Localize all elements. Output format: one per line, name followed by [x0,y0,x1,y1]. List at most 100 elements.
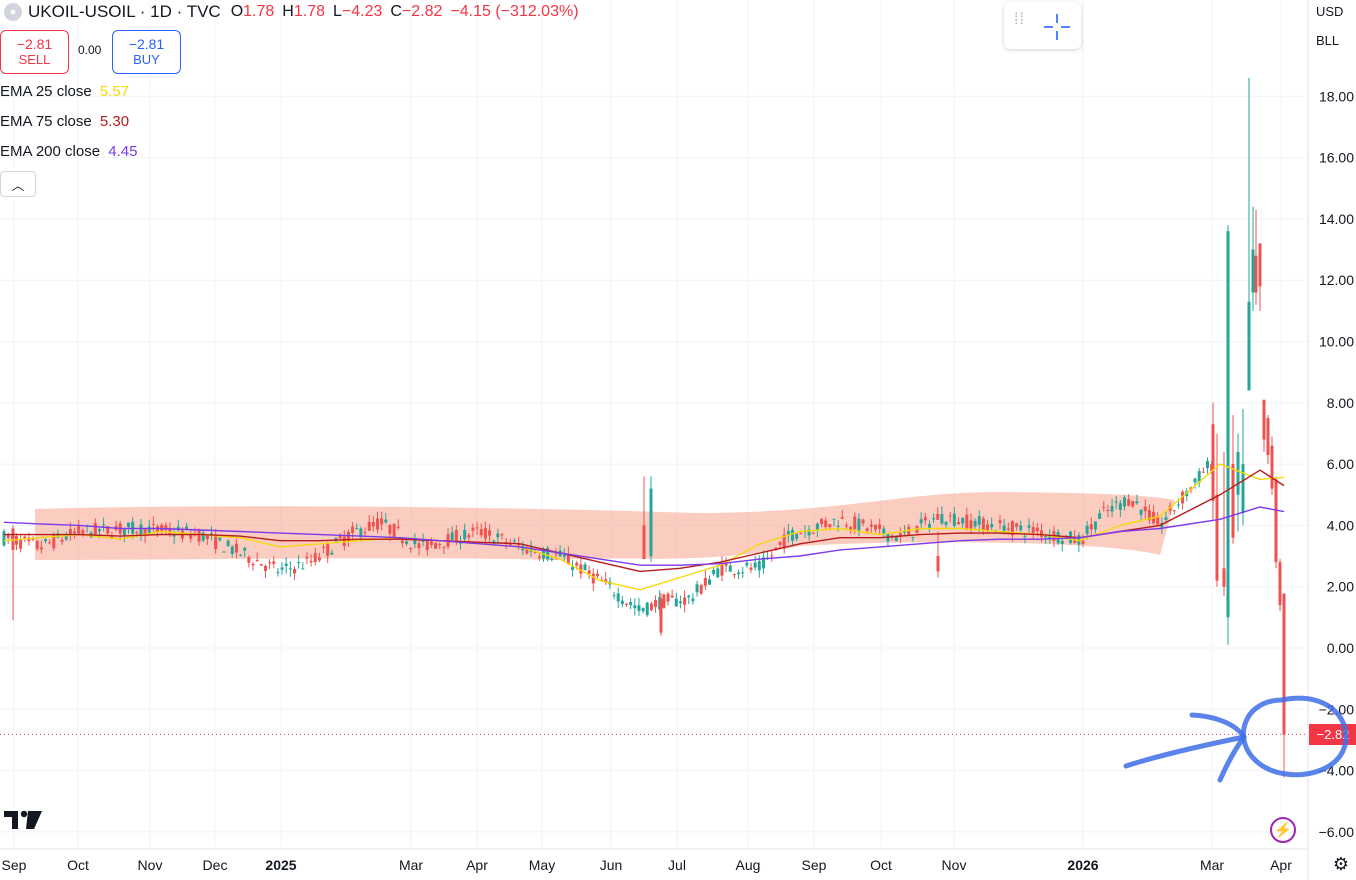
candle [990,517,994,530]
indicator-ema-75[interactable]: EMA 75 close 5.30 [0,113,129,130]
candle [961,517,965,528]
candle [488,524,492,543]
candle [1098,509,1102,520]
candle [824,517,828,530]
candle [1060,537,1064,552]
candle [886,533,890,546]
candle [35,539,39,551]
candle [230,544,234,558]
candle [857,513,861,537]
candle [1027,518,1031,535]
candle [770,549,774,562]
sell-button[interactable]: −2.81 SELL [0,30,69,74]
current-price-label: −2.82 [1317,727,1350,742]
y-tick-label: 6.00 [1327,456,1354,472]
candle [1010,520,1014,542]
candle [932,513,936,524]
candle [1251,206,1255,311]
x-tick-label: Nov [138,857,163,873]
candle [147,519,151,536]
indicator-ema-25[interactable]: EMA 25 close 5.57 [0,83,129,100]
candle [737,569,741,580]
candle [483,521,487,544]
candle [807,525,811,541]
symbol-title[interactable]: UKOIL-USOIL · 1D · TVC [28,2,221,21]
candle [699,583,703,596]
candle [44,538,47,544]
spread-value: 0.00 [78,43,102,57]
candle [475,521,479,535]
candle [268,558,272,570]
tradingview-logo-icon[interactable] [4,809,44,831]
y-tick-label: 8.00 [1327,395,1354,411]
candle [537,552,541,562]
candle [1019,520,1023,533]
candle [1147,504,1151,525]
candle [753,555,757,571]
x-tick-label: Apr [1270,857,1292,873]
annotation-scribble [1123,695,1349,783]
y-tick-label: −6.00 [1319,824,1355,840]
candle [828,524,832,529]
candle [512,538,516,544]
candle [259,564,263,566]
unit-label[interactable]: BLL [1316,33,1340,48]
candle [434,542,438,550]
candle [583,562,587,571]
candle [629,598,633,610]
candle [1215,433,1219,587]
buy-button[interactable]: −2.81 BUY [112,30,181,74]
candle [659,592,663,636]
x-tick-label: Mar [399,857,423,873]
candle [263,564,267,579]
x-tick-label: Dec [203,857,228,873]
crosshair-icon[interactable] [1042,12,1072,42]
candle [197,528,201,546]
candle [649,601,653,612]
collapse-indicators-button[interactable]: ︿ [0,171,36,197]
y-tick-label: 4.00 [1327,517,1354,533]
high-label: H [282,3,294,20]
candle [923,513,927,526]
candle [1282,593,1286,778]
candle [919,512,923,530]
floating-toolbar[interactable]: ⁞⁞ [1004,2,1081,49]
candle [782,527,786,554]
candle [1081,534,1085,548]
candle [479,523,483,538]
candle [413,533,417,549]
candle [276,568,280,577]
candle [234,538,238,559]
candle [587,565,591,579]
indicator-ema-200[interactable]: EMA 200 close 4.45 [0,143,137,160]
candle [981,516,985,535]
candle [442,546,446,555]
candle [662,593,666,609]
candle [1274,476,1278,569]
close-value: −2.82 [401,3,443,20]
candle [562,548,566,562]
candle [716,565,720,579]
candle [19,533,23,553]
candle [820,517,824,528]
candle [708,575,711,585]
candle [102,517,106,532]
candle [1201,467,1205,473]
candle [214,528,218,554]
candle [450,526,454,541]
x-tick-label: Mar [1200,857,1224,873]
candle [1110,498,1114,517]
settings-gear-icon[interactable]: ⚙ [1332,854,1350,874]
buy-label: BUY [133,52,160,67]
candle [1114,496,1118,510]
open-label: O [230,3,244,20]
candle [1278,559,1282,612]
y-tick-label: 12.00 [1319,272,1354,288]
candle [471,523,475,538]
candle [1226,225,1230,645]
candle [674,592,678,607]
currency-label[interactable]: USD [1316,4,1344,19]
lightning-icon[interactable]: ⚡ [1270,817,1296,843]
drag-handle-icon[interactable]: ⁞⁞ [1014,11,1025,28]
